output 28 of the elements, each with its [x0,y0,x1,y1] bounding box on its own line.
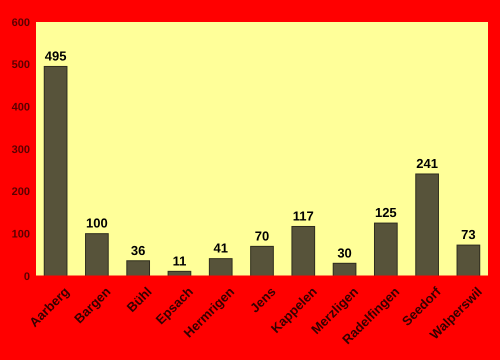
bar [291,226,316,276]
bar [44,66,68,276]
data-label: 241 [416,156,438,171]
data-label: 125 [374,205,397,220]
bar [250,246,274,276]
bar [415,173,439,276]
data-label: 70 [254,228,270,244]
bar [208,258,233,276]
y-tick-label: 600 [12,16,30,29]
data-label: 30 [337,245,352,260]
data-label: 117 [292,208,314,224]
data-label: 36 [130,242,146,258]
data-label: 11 [172,253,186,268]
y-tick-label: 300 [12,144,30,156]
bar [332,262,356,276]
y-tick-label: 100 [12,228,30,241]
y-tick-label: 500 [12,59,30,72]
bar [85,233,109,276]
data-label: 41 [213,240,228,256]
y-tick-label: 200 [12,186,30,198]
bar [126,260,150,276]
y-tick-label: 0 [24,270,30,283]
data-label: 100 [86,216,108,231]
y-tick-label: 400 [12,102,30,114]
bar [374,222,398,276]
data-label: 495 [44,48,66,64]
bar [456,244,480,276]
data-label: 73 [461,227,476,242]
